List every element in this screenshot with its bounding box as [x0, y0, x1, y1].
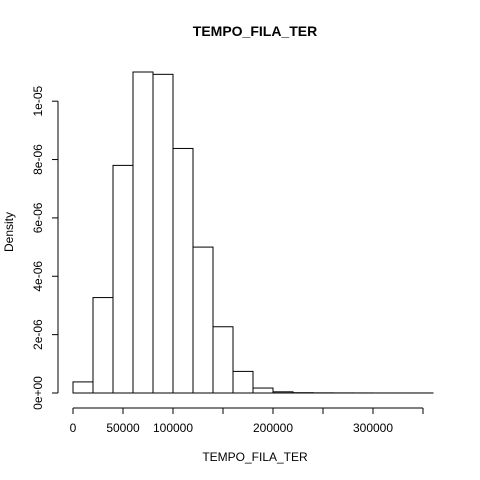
x-tick-label: 0: [70, 421, 77, 435]
histogram-bar: [172, 147, 194, 394]
histogram-bar: [212, 326, 234, 394]
x-axis: 0 50000 100000 200000 300000: [70, 407, 424, 435]
x-tick-label: 200000: [253, 421, 293, 435]
histogram-bar: [232, 370, 254, 394]
histogram-bars: [72, 71, 434, 394]
y-axis: 0e+00 2e-06 4e-06 6e-06 8e-06 1e-05: [31, 86, 59, 410]
histogram-bar: [152, 73, 174, 394]
x-tick-label: 50000: [106, 421, 140, 435]
chart-title: TEMPO_FILA_TER: [193, 23, 317, 39]
histogram-bar: [252, 387, 274, 394]
y-tick-label: 0e+00: [31, 376, 45, 410]
y-tick-label: 2e-06: [31, 319, 45, 350]
y-axis-label: Density: [2, 212, 16, 252]
histogram-bar: [192, 246, 214, 394]
histogram-bar: [92, 297, 114, 394]
histogram-bar: [272, 391, 294, 394]
y-tick-label: 8e-06: [31, 144, 45, 175]
x-axis-label: TEMPO_FILA_TER: [202, 450, 308, 464]
histogram-bar: [132, 71, 154, 394]
y-tick-label: 1e-05: [31, 86, 45, 117]
histogram-bar: [112, 164, 134, 394]
y-tick-label: 4e-06: [31, 261, 45, 292]
x-tick-label: 300000: [353, 421, 393, 435]
x-tick-label: 100000: [153, 421, 193, 435]
y-tick-label: 6e-06: [31, 202, 45, 233]
histogram-bar: [72, 381, 94, 394]
